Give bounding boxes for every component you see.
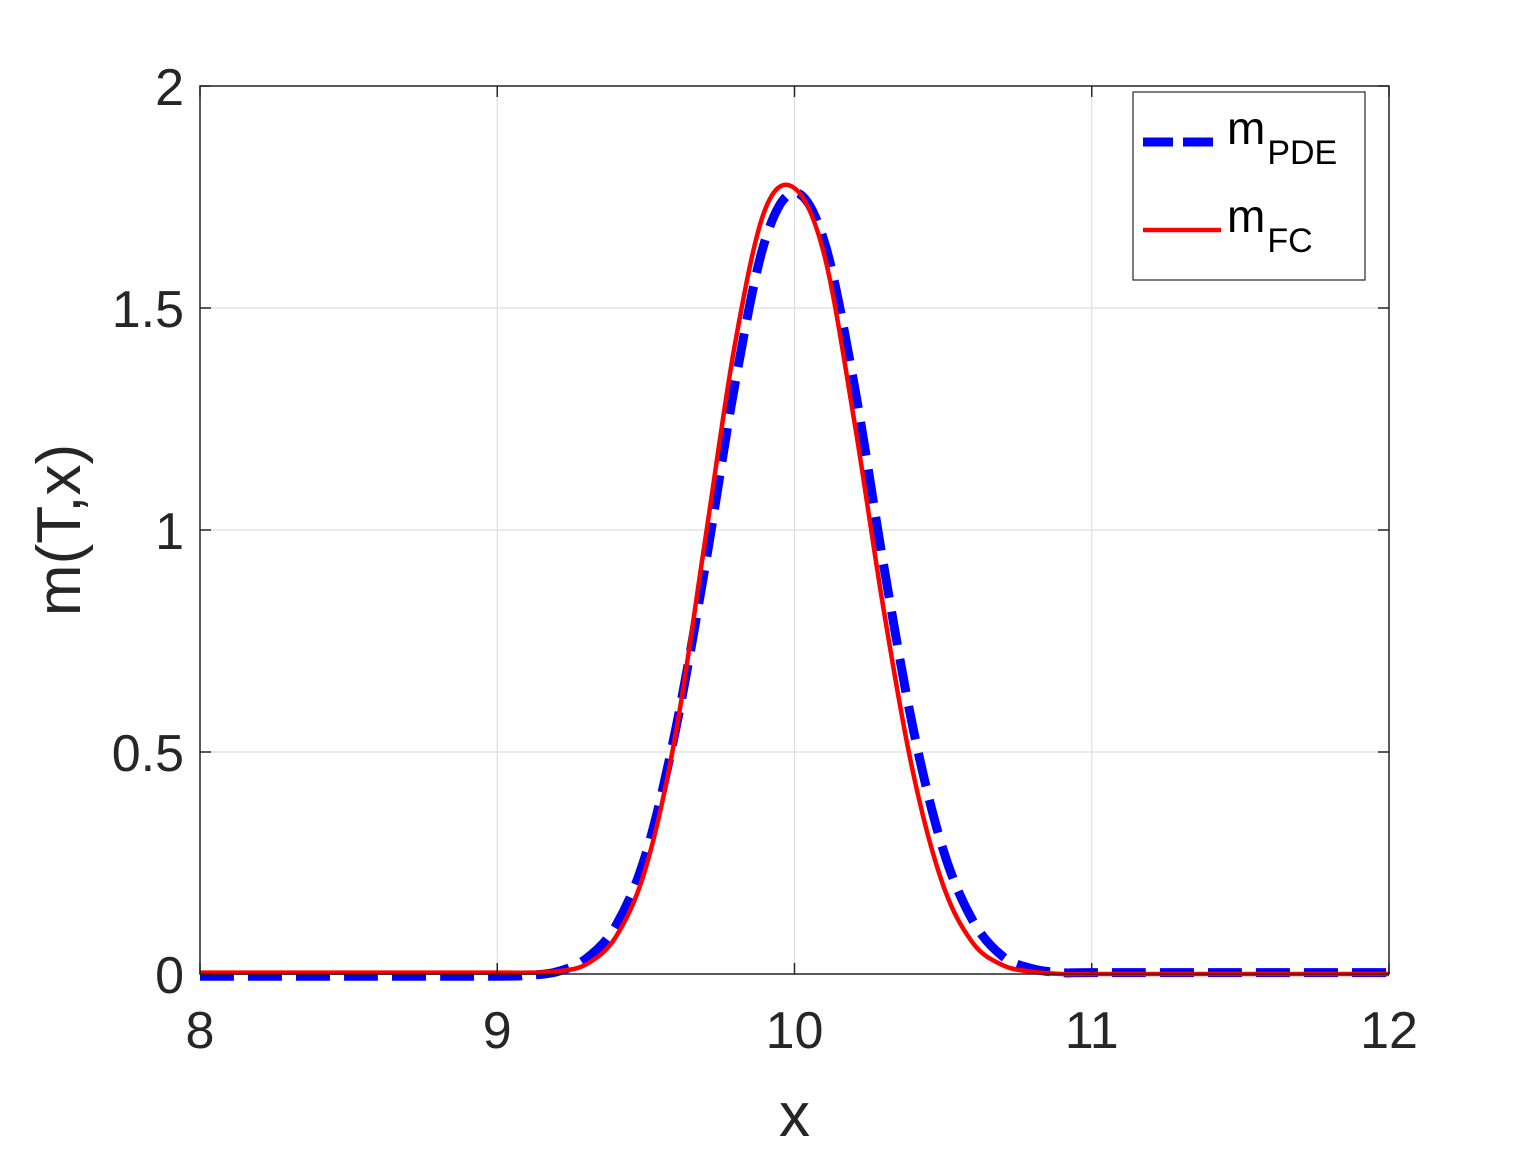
y-tick-label: 2 bbox=[155, 59, 184, 117]
y-tick-label: 0 bbox=[155, 947, 184, 1005]
series-layer bbox=[199, 182, 1390, 981]
legend-box bbox=[1132, 91, 1366, 281]
legend-label: mPDE bbox=[1227, 102, 1337, 172]
series-line-fc bbox=[200, 182, 1390, 977]
x-tick-label: 9 bbox=[483, 1002, 512, 1060]
y-tick-label: 1 bbox=[155, 503, 184, 561]
x-tick-label: 12 bbox=[1360, 1002, 1418, 1060]
x-tick-label: 8 bbox=[186, 1002, 215, 1060]
ticks bbox=[199, 85, 1390, 975]
x-tick-label: 11 bbox=[1065, 1002, 1119, 1060]
x-tick-label: 10 bbox=[766, 1002, 824, 1060]
legend-label: mFC bbox=[1227, 190, 1313, 260]
legend-items: mPDE mFC bbox=[1143, 102, 1337, 260]
x-axis-label: x bbox=[779, 1081, 810, 1150]
y-tick-label: 0.5 bbox=[112, 725, 184, 783]
legend-item-fc: mFC bbox=[1143, 190, 1313, 260]
tick-labels: 8 9 10 11 12 0 0.5 1 1.5 2 bbox=[112, 59, 1418, 1060]
legend: mPDE mFC bbox=[1132, 91, 1366, 281]
y-tick-label: 1.5 bbox=[112, 281, 184, 339]
legend-item-pde: mPDE bbox=[1143, 102, 1337, 172]
y-axis-label: m(T,x) bbox=[25, 444, 94, 616]
